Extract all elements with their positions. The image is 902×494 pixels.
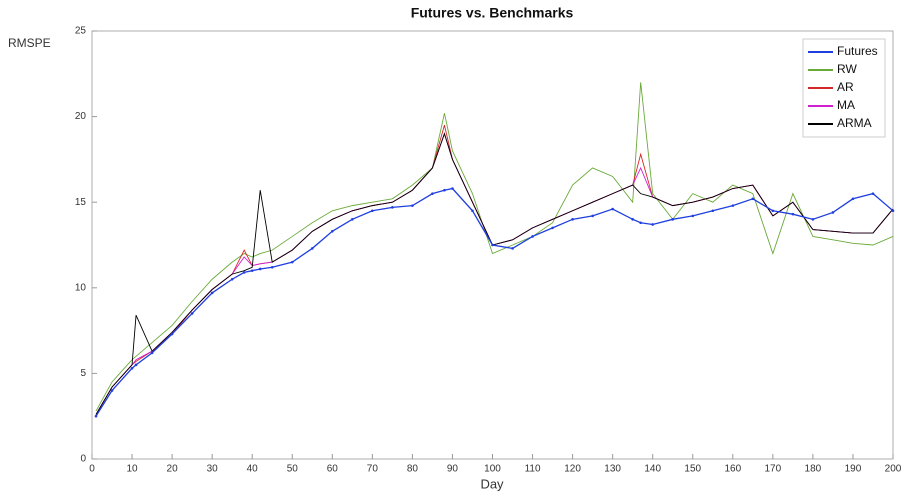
marker xyxy=(130,366,134,370)
marker xyxy=(170,332,174,336)
x-axis-label: Day xyxy=(480,476,504,491)
marker xyxy=(771,209,775,213)
marker xyxy=(351,218,354,221)
marker xyxy=(431,192,434,195)
x-tick-label: 140 xyxy=(644,464,661,475)
marker xyxy=(371,209,374,213)
x-tick-label: 190 xyxy=(845,464,862,475)
x-tick-label: 200 xyxy=(885,464,902,475)
marker xyxy=(443,188,446,192)
marker xyxy=(639,221,642,225)
marker xyxy=(871,192,875,195)
marker xyxy=(851,197,855,201)
x-tick-label: 10 xyxy=(126,464,138,475)
marker xyxy=(531,235,534,238)
marker xyxy=(150,351,154,355)
x-tick-label: 50 xyxy=(287,464,299,475)
marker xyxy=(791,212,795,216)
marker xyxy=(711,209,715,213)
x-tick-label: 40 xyxy=(247,464,259,475)
marker xyxy=(591,214,594,218)
marker xyxy=(571,218,574,221)
marker xyxy=(94,414,98,418)
x-tick-label: 120 xyxy=(564,464,581,475)
marker xyxy=(671,218,675,221)
line-series xyxy=(95,82,894,412)
marker xyxy=(290,260,294,264)
marker xyxy=(731,204,735,207)
x-tick-label: 30 xyxy=(207,464,219,475)
y-tick-label: 25 xyxy=(75,26,87,37)
x-tick-label: 150 xyxy=(684,464,701,475)
chart-title: Futures vs. Benchmarks xyxy=(411,5,574,21)
marker xyxy=(891,209,895,213)
marker xyxy=(491,243,494,247)
marker xyxy=(751,197,755,201)
marker xyxy=(331,230,334,233)
marker xyxy=(811,218,815,221)
y-tick-label: 5 xyxy=(80,368,86,379)
marker xyxy=(110,389,114,392)
y-axis-label: RMSPE xyxy=(8,36,51,50)
x-tick-label: 0 xyxy=(89,464,95,475)
y-tick-label: 20 xyxy=(75,111,87,122)
line-series xyxy=(95,132,894,415)
x-tick-label: 90 xyxy=(447,464,459,475)
y-tick-label: 15 xyxy=(75,197,87,208)
marker xyxy=(310,247,314,250)
marker xyxy=(250,269,254,272)
legend-label: ARMA xyxy=(837,116,872,130)
y-tick-label: 10 xyxy=(75,282,87,293)
marker xyxy=(471,209,474,213)
marker xyxy=(270,265,274,269)
marker xyxy=(391,206,394,209)
marker xyxy=(230,277,234,281)
x-tick-label: 80 xyxy=(407,464,419,475)
marker xyxy=(651,223,654,226)
x-tick-label: 100 xyxy=(484,464,501,475)
marker xyxy=(411,204,414,207)
x-tick-label: 110 xyxy=(525,464,541,475)
x-tick-label: 160 xyxy=(724,464,741,475)
legend-label: Futures xyxy=(837,44,878,58)
x-tick-label: 130 xyxy=(604,464,621,475)
y-tick-label: 0 xyxy=(80,454,86,465)
marker xyxy=(190,312,194,315)
x-tick-label: 70 xyxy=(367,464,379,475)
legend-label: AR xyxy=(837,80,854,94)
legend-label: MA xyxy=(837,98,855,112)
x-tick-label: 20 xyxy=(167,464,179,475)
marker xyxy=(210,291,214,295)
x-tick-label: 60 xyxy=(327,464,339,475)
marker xyxy=(242,271,246,274)
marker xyxy=(831,211,835,214)
line-series xyxy=(95,187,894,417)
marker xyxy=(611,207,614,211)
marker xyxy=(631,218,634,221)
marker xyxy=(451,187,454,190)
marker xyxy=(691,214,695,218)
legend-label: RW xyxy=(837,62,857,76)
marker xyxy=(511,247,514,250)
x-tick-label: 170 xyxy=(765,464,782,475)
x-tick-label: 180 xyxy=(805,464,822,475)
marker xyxy=(258,267,262,271)
marker xyxy=(551,226,554,230)
marker xyxy=(134,363,138,367)
